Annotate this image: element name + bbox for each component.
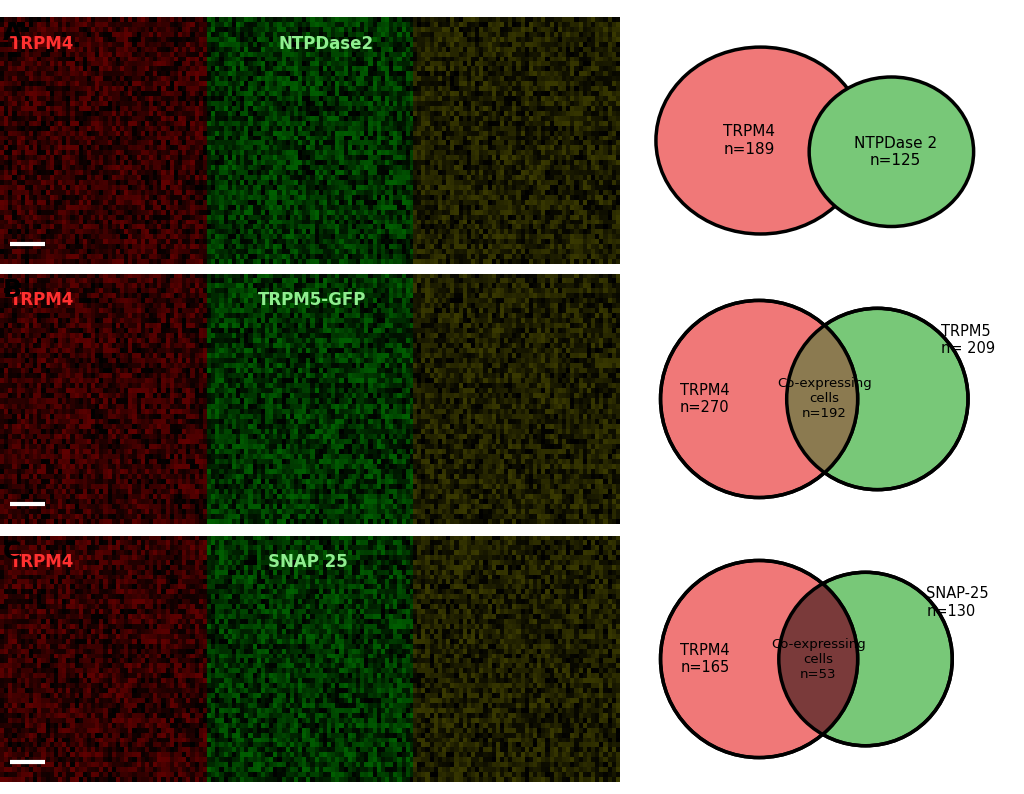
Text: TRPM4
n=165: TRPM4 n=165 bbox=[680, 643, 730, 675]
Text: TRPM4
n=189: TRPM4 n=189 bbox=[723, 125, 775, 156]
Circle shape bbox=[786, 308, 968, 490]
Text: TRPM5-GFP: TRPM5-GFP bbox=[258, 291, 367, 310]
Text: TRPM4: TRPM4 bbox=[10, 553, 75, 571]
Text: SNAP-25
n=130: SNAP-25 n=130 bbox=[927, 587, 989, 619]
Text: TRPM4: TRPM4 bbox=[10, 35, 75, 52]
Circle shape bbox=[779, 572, 952, 746]
Circle shape bbox=[779, 572, 952, 746]
Text: Co-expressing
cells
n=192: Co-expressing cells n=192 bbox=[777, 377, 871, 421]
Text: A: A bbox=[3, 21, 23, 45]
Circle shape bbox=[786, 308, 968, 490]
Text: Co-expressing
cells
n=53: Co-expressing cells n=53 bbox=[771, 638, 865, 680]
Text: TRPM4
n=270: TRPM4 n=270 bbox=[680, 383, 730, 415]
Text: B: B bbox=[3, 278, 23, 302]
Text: NTPDase 2
n=125: NTPDase 2 n=125 bbox=[854, 136, 937, 168]
Text: SNAP 25: SNAP 25 bbox=[268, 553, 348, 571]
Circle shape bbox=[660, 300, 858, 498]
Text: NTPDase2: NTPDase2 bbox=[279, 35, 374, 52]
Text: TRPM5
n= 209: TRPM5 n= 209 bbox=[941, 324, 995, 357]
Ellipse shape bbox=[656, 47, 865, 234]
Text: C: C bbox=[3, 540, 22, 564]
Circle shape bbox=[660, 561, 858, 757]
Text: TRPM4: TRPM4 bbox=[10, 291, 75, 310]
Ellipse shape bbox=[809, 77, 974, 226]
